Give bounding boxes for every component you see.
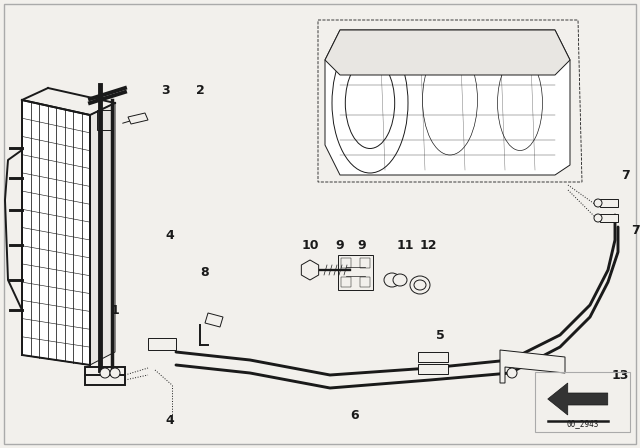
Text: 13: 13 (611, 369, 628, 382)
Text: 5: 5 (436, 328, 444, 341)
Circle shape (110, 368, 120, 378)
Polygon shape (22, 100, 90, 365)
Ellipse shape (410, 276, 430, 294)
Polygon shape (500, 350, 565, 383)
Bar (85, 367, 125, 385)
Text: 4: 4 (166, 414, 174, 426)
Text: 1: 1 (111, 303, 120, 316)
Text: 4: 4 (166, 228, 174, 241)
Bar (148, 338, 176, 350)
Text: 7: 7 (630, 224, 639, 237)
Bar (341, 277, 351, 287)
Circle shape (100, 368, 110, 378)
Bar (418, 364, 448, 374)
Ellipse shape (393, 274, 407, 286)
Circle shape (594, 199, 602, 207)
Bar (360, 258, 370, 268)
Bar (418, 352, 448, 362)
Bar (341, 258, 351, 268)
Text: 3: 3 (161, 83, 170, 96)
Bar (338, 255, 373, 290)
Circle shape (507, 368, 517, 378)
Text: 12: 12 (419, 238, 436, 251)
Polygon shape (548, 383, 608, 415)
Polygon shape (325, 30, 570, 75)
Ellipse shape (414, 280, 426, 290)
Polygon shape (128, 113, 148, 124)
Text: 10: 10 (301, 238, 319, 251)
Text: 8: 8 (201, 266, 209, 279)
Text: 2: 2 (196, 83, 204, 96)
Polygon shape (90, 103, 115, 365)
Polygon shape (325, 30, 570, 175)
Polygon shape (205, 313, 223, 327)
Bar (360, 277, 370, 287)
Text: 7: 7 (621, 168, 629, 181)
Circle shape (594, 214, 602, 222)
Bar (600, 214, 618, 222)
Text: 9: 9 (358, 238, 366, 251)
Text: 11: 11 (396, 238, 413, 251)
Bar (535, 372, 630, 432)
Text: 9: 9 (336, 238, 344, 251)
Text: 6: 6 (351, 409, 359, 422)
Text: 00_2943: 00_2943 (566, 419, 598, 428)
Bar (97, 110, 111, 130)
Bar (600, 199, 618, 207)
Ellipse shape (384, 273, 400, 287)
